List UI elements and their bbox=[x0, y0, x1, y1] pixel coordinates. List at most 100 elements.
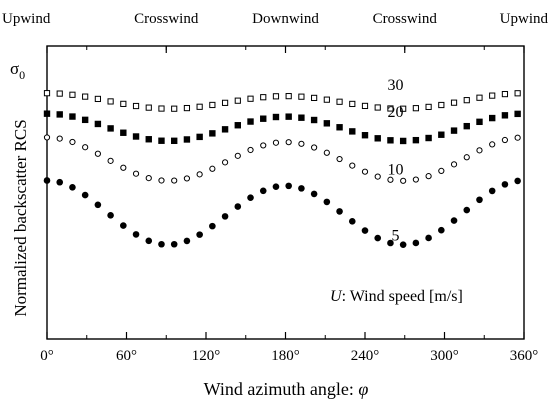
data-point bbox=[94, 95, 101, 103]
data-point bbox=[234, 203, 242, 210]
series-label: 5 bbox=[392, 228, 400, 245]
data-point bbox=[132, 231, 140, 238]
data-point bbox=[247, 118, 254, 125]
x-tick-label: 240° bbox=[351, 348, 380, 364]
data-point bbox=[311, 94, 318, 102]
data-point bbox=[56, 178, 64, 186]
data-point bbox=[514, 90, 521, 97]
bottom-axis: 0° 60° 120° 180° 240° 300° 360° bbox=[40, 332, 538, 364]
data-point bbox=[489, 92, 496, 99]
sigma-symbol: σ0 bbox=[10, 59, 25, 82]
data-point bbox=[298, 114, 305, 121]
data-point bbox=[259, 187, 267, 195]
x-tick-label: 300° bbox=[430, 348, 459, 364]
top-direction-label: Upwind bbox=[2, 11, 51, 27]
data-point bbox=[463, 122, 470, 130]
x-tick-label: 180° bbox=[271, 348, 300, 364]
data-point bbox=[310, 116, 318, 124]
data-point bbox=[132, 170, 140, 177]
data-point bbox=[476, 196, 483, 204]
data-point bbox=[209, 130, 216, 137]
top-direction-label: Downwind bbox=[252, 11, 319, 27]
data-point bbox=[361, 227, 369, 234]
data-point bbox=[120, 129, 127, 136]
data-point bbox=[438, 101, 445, 109]
data-point bbox=[196, 103, 203, 110]
data-point bbox=[247, 194, 254, 201]
data-point bbox=[387, 137, 394, 144]
x-tick-label: 0° bbox=[40, 348, 54, 364]
data-point bbox=[107, 212, 114, 219]
data-point bbox=[412, 105, 419, 112]
data-point bbox=[120, 164, 127, 171]
data-point bbox=[488, 187, 496, 195]
data-point bbox=[43, 90, 51, 97]
data-point bbox=[171, 177, 178, 184]
data-point bbox=[476, 147, 483, 154]
data-point bbox=[374, 173, 381, 180]
data-point bbox=[81, 191, 89, 199]
data-point bbox=[425, 103, 432, 111]
series-20 bbox=[43, 110, 521, 145]
data-point bbox=[209, 101, 216, 109]
data-point bbox=[425, 234, 432, 242]
data-point bbox=[132, 102, 140, 110]
top-direction-label: Crosswind bbox=[134, 11, 199, 27]
data-point bbox=[171, 105, 178, 112]
data-point bbox=[158, 105, 165, 112]
data-point bbox=[234, 122, 241, 129]
data-point bbox=[69, 113, 76, 120]
data-point bbox=[336, 98, 343, 105]
top-direction-label: Crosswind bbox=[373, 11, 438, 27]
data-point bbox=[183, 237, 191, 245]
top-direction-label: Upwind bbox=[500, 11, 549, 27]
data-point bbox=[298, 185, 305, 192]
data-point bbox=[170, 240, 178, 248]
data-point bbox=[323, 198, 331, 206]
data-point bbox=[209, 222, 216, 230]
data-point bbox=[514, 134, 521, 141]
data-point bbox=[145, 175, 152, 182]
data-point bbox=[501, 112, 509, 119]
data-point bbox=[336, 124, 343, 131]
top-axis: Upwind Crosswind Downwind Crosswind Upwind bbox=[2, 11, 548, 53]
data-point bbox=[501, 90, 509, 98]
data-point bbox=[107, 157, 114, 164]
data-point bbox=[476, 118, 483, 126]
data-point bbox=[399, 241, 407, 248]
data-point bbox=[501, 136, 509, 144]
data-point bbox=[56, 135, 63, 142]
data-point bbox=[349, 162, 356, 169]
data-point bbox=[285, 139, 292, 146]
data-point bbox=[94, 120, 102, 128]
data-point bbox=[489, 114, 496, 122]
data-point bbox=[476, 94, 483, 101]
data-point bbox=[272, 139, 280, 146]
data-point bbox=[234, 97, 241, 104]
data-point bbox=[183, 104, 191, 112]
data-point bbox=[81, 116, 89, 124]
data-point bbox=[221, 159, 229, 166]
data-point bbox=[94, 150, 101, 157]
data-point bbox=[349, 128, 356, 135]
series-10 bbox=[43, 134, 521, 184]
data-point bbox=[94, 201, 102, 209]
data-point bbox=[221, 213, 229, 220]
data-point bbox=[323, 120, 331, 127]
data-point bbox=[412, 136, 420, 144]
data-point bbox=[285, 113, 292, 120]
data-point bbox=[450, 217, 458, 224]
data-point bbox=[463, 206, 471, 214]
data-point bbox=[489, 141, 496, 148]
series-5 bbox=[43, 177, 521, 248]
data-point bbox=[272, 93, 280, 100]
data-point bbox=[323, 96, 330, 103]
data-point bbox=[374, 104, 381, 111]
data-point bbox=[285, 182, 292, 190]
data-point bbox=[400, 177, 407, 184]
data-point bbox=[247, 95, 254, 102]
data-point bbox=[514, 177, 521, 185]
data-point bbox=[450, 99, 458, 106]
